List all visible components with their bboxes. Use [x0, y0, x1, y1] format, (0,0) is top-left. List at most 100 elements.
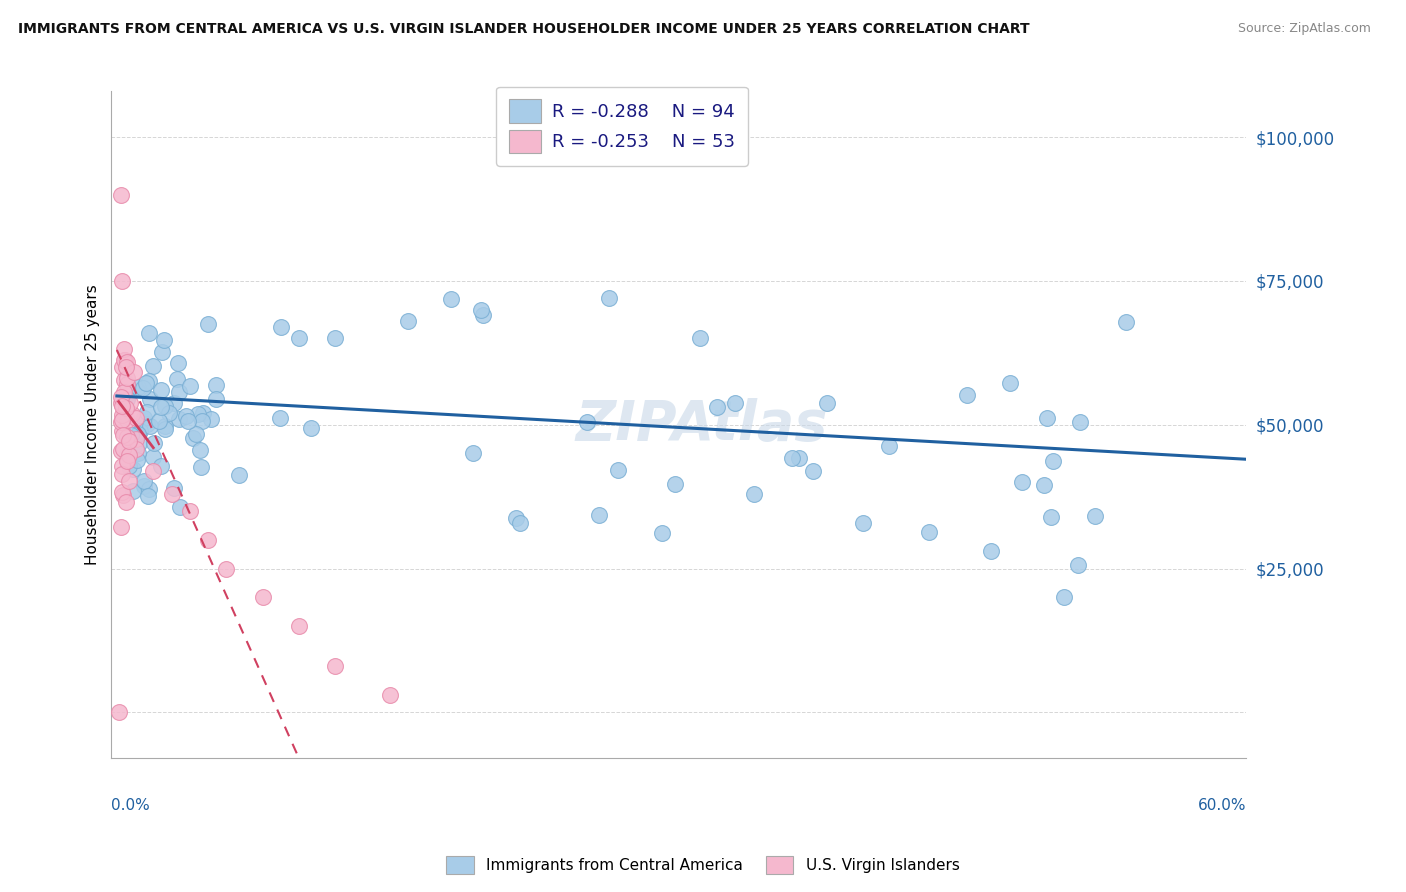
Point: [127, 452, 149, 467]
Point: [1036, 410, 1059, 425]
Point: [112, 442, 135, 456]
Point: [162, 396, 184, 410]
Point: [127, 427, 149, 442]
Point: [163, 481, 186, 495]
Point: [153, 419, 176, 434]
Point: [190, 414, 212, 428]
Point: [128, 436, 150, 450]
Point: [505, 510, 527, 524]
Point: [191, 405, 214, 419]
Point: [299, 421, 322, 435]
Point: [576, 415, 599, 429]
Point: [117, 387, 139, 401]
Point: [183, 431, 205, 445]
Point: [270, 320, 292, 334]
Point: [136, 417, 159, 432]
Point: [396, 314, 419, 328]
Point: [1084, 509, 1107, 524]
Point: [118, 449, 141, 463]
Point: [142, 435, 165, 450]
Point: [111, 428, 134, 442]
Point: [197, 533, 219, 547]
Point: [252, 591, 274, 605]
Point: [470, 302, 492, 317]
Point: [160, 487, 183, 501]
Point: [598, 291, 620, 305]
Point: [1033, 478, 1056, 492]
Point: [200, 412, 222, 426]
Point: [190, 460, 212, 475]
Point: [664, 477, 686, 491]
Point: [288, 619, 311, 633]
Point: [149, 383, 172, 397]
Text: 60.0%: 60.0%: [1198, 798, 1246, 814]
Point: [138, 482, 160, 496]
Point: [787, 451, 810, 466]
Point: [114, 401, 136, 415]
Point: [177, 413, 200, 427]
Point: [325, 331, 347, 345]
Point: [205, 392, 228, 406]
Point: [176, 409, 198, 423]
Point: [179, 504, 201, 518]
Point: [121, 484, 143, 499]
Point: [127, 446, 149, 460]
Text: 0.0%: 0.0%: [111, 798, 150, 814]
Point: [138, 374, 160, 388]
Point: [115, 413, 138, 427]
Point: [135, 404, 157, 418]
Point: [1069, 416, 1091, 430]
Point: [125, 442, 148, 456]
Point: [127, 380, 149, 394]
Point: [651, 525, 673, 540]
Point: [142, 359, 165, 373]
Point: [112, 385, 135, 400]
Point: [378, 688, 401, 702]
Point: [461, 446, 484, 460]
Point: [122, 366, 145, 380]
Point: [706, 400, 728, 414]
Point: [509, 516, 531, 531]
Point: [117, 475, 139, 489]
Point: [125, 411, 148, 425]
Point: [111, 484, 134, 499]
Point: [110, 443, 132, 458]
Point: [815, 396, 838, 410]
Point: [204, 378, 226, 392]
Point: [107, 706, 129, 720]
Point: [149, 400, 172, 414]
Point: [1042, 454, 1064, 468]
Point: [114, 353, 136, 368]
Point: [167, 384, 190, 399]
Point: [121, 407, 143, 421]
Point: [115, 360, 138, 375]
Point: [118, 396, 141, 410]
Point: [138, 326, 160, 340]
Point: [228, 468, 250, 483]
Point: [121, 462, 143, 476]
Point: [132, 381, 155, 395]
Point: [288, 331, 311, 345]
Text: ZIPAtlas: ZIPAtlas: [575, 398, 828, 451]
Point: [689, 331, 711, 345]
Point: [132, 474, 155, 488]
Point: [918, 524, 941, 539]
Point: [606, 463, 628, 477]
Point: [112, 342, 135, 356]
Point: [169, 412, 191, 426]
Point: [877, 439, 900, 453]
Point: [111, 459, 134, 474]
Point: [115, 454, 138, 468]
Point: [111, 274, 134, 288]
Point: [1053, 591, 1076, 605]
Point: [215, 561, 238, 575]
Point: [110, 187, 132, 202]
Point: [1040, 510, 1063, 524]
Point: [742, 487, 765, 501]
Point: [167, 356, 190, 370]
Point: [111, 424, 134, 438]
Point: [187, 407, 209, 421]
Point: [325, 659, 347, 673]
Point: [110, 390, 132, 404]
Point: [110, 520, 132, 534]
